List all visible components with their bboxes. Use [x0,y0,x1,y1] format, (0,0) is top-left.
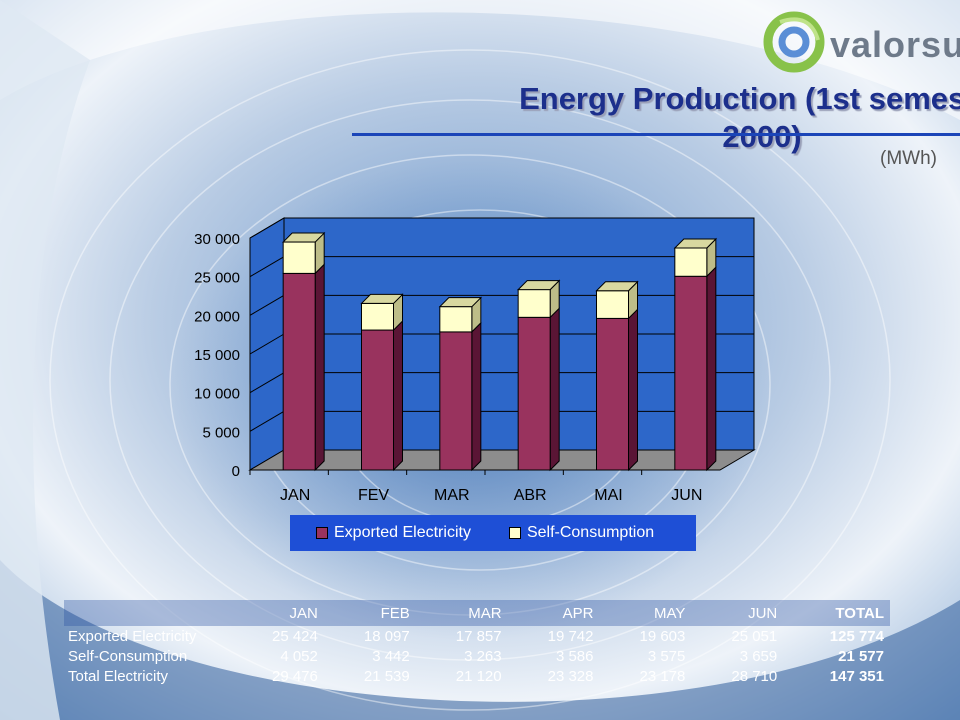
gridline-side [249,256,285,278]
gridline-side [249,217,285,239]
table-header [64,600,232,626]
y-tick-label: 15 000 [194,347,240,364]
bar-side [314,263,325,472]
x-tick-label: ABR [514,487,547,504]
table-cell: 3 263 [464,647,502,665]
table-cell: 19 742 [547,627,594,645]
bar-segment [361,329,394,471]
data-table: JAN FEB MAR APR MAY JUN TOTAL Exported E… [64,600,890,686]
table-cell: 3 586 [555,647,594,665]
table-header: MAR [468,604,502,622]
table-cell: 29 476 [271,667,318,685]
bar-segment [439,331,473,471]
valorsul-logo [763,11,825,73]
table-row: Self-Consumption 4 052 3 442 3 263 3 586… [64,646,890,666]
table-header: APR [562,604,594,622]
table-cell: 21 120 [455,667,502,685]
chart-legend: Exported Electricity Self-Consumption [290,515,696,551]
units-label: (MWh) [880,148,937,169]
x-tick-label: JUN [671,487,702,504]
logo-text: valorsul [830,24,960,65]
legend-label-exported: Exported Electricity [334,524,471,541]
table-header: JUN [748,604,778,622]
title-underline [352,133,960,136]
y-tick-label: 30 000 [194,231,240,248]
table-header: TOTAL [835,604,884,622]
gridline-side [249,333,285,355]
y-tick-label: 5 000 [202,424,240,441]
table-cell: 17 857 [455,627,502,645]
bar-segment [439,306,473,333]
bar-segment [517,316,551,471]
table-header: MAY [653,604,686,622]
table-cell: Self-Consumption [68,647,188,665]
bar-top [673,238,718,249]
bar-segment [282,241,316,274]
bar-segment [674,275,708,471]
table-cell: 23 178 [639,667,686,685]
table-cell: Total Electricity [68,667,169,685]
y-tick-label: 25 000 [194,270,240,287]
x-tick-label: MAR [434,487,470,504]
table-cell: 19 603 [639,627,686,645]
legend-label-self-consumption: Self-Consumption [526,524,655,541]
table-header-row: JAN FEB MAR APR MAY JUN TOTAL [64,600,890,626]
bar-side [471,321,482,472]
table-cell: 125 774 [829,627,884,645]
table-cell: Exported Electricity [68,627,197,645]
bar-segment [282,272,316,471]
gridline-side [249,410,285,432]
legend-swatch-self-consumption [508,527,521,539]
table-row: Total Electricity 29 476 21 539 21 120 2… [64,666,890,686]
y-tick-label: 0 [232,463,240,480]
table-cell: 23 328 [547,667,594,685]
table-cell: 147 351 [829,667,884,685]
x-tick-label: JAN [280,487,310,504]
bar-side [706,266,717,472]
bar-top [595,281,639,292]
table-header: FEB [380,604,410,622]
table-cell: 21 577 [838,647,884,665]
chart-title: Energy Production (1st semester 2000) [519,81,960,154]
legend-swatch-exported [316,527,328,539]
table-cell: 28 710 [731,667,778,685]
bar-segment [674,247,708,277]
bar-segment [596,317,629,471]
gridline-side [249,372,285,394]
table-cell: 25 051 [731,627,778,645]
table-cell: 18 097 [363,627,410,645]
bar-side [393,319,403,472]
bar-side [549,307,560,472]
bar-segment [361,302,394,331]
y-tick-label: 20 000 [194,308,240,325]
bar-top [438,297,483,308]
bar-top [360,293,404,304]
table-row: Exported Electricity 25 424 18 097 17 85… [64,626,890,646]
table-cell: 4 052 [280,647,318,665]
legend-item-self-consumption: Self-Consumption [508,524,655,542]
bar-side [628,308,638,472]
bar-segment [517,289,551,318]
gridline-side [249,294,285,316]
y-tick-label: 10 000 [194,386,240,403]
table-cell: 3 575 [647,647,686,665]
table-header: JAN [289,604,318,622]
table-cell: 3 442 [372,647,410,665]
legend-item-exported: Exported Electricity [316,524,471,542]
table-cell: 3 659 [739,647,778,665]
x-tick-label: FEV [358,487,389,504]
x-tick-label: MAI [594,487,622,504]
bar-top [516,280,561,291]
table-cell: 21 539 [363,667,410,685]
table-cell: 25 424 [271,627,318,645]
bar-top [281,232,326,243]
bar-segment [596,290,629,319]
